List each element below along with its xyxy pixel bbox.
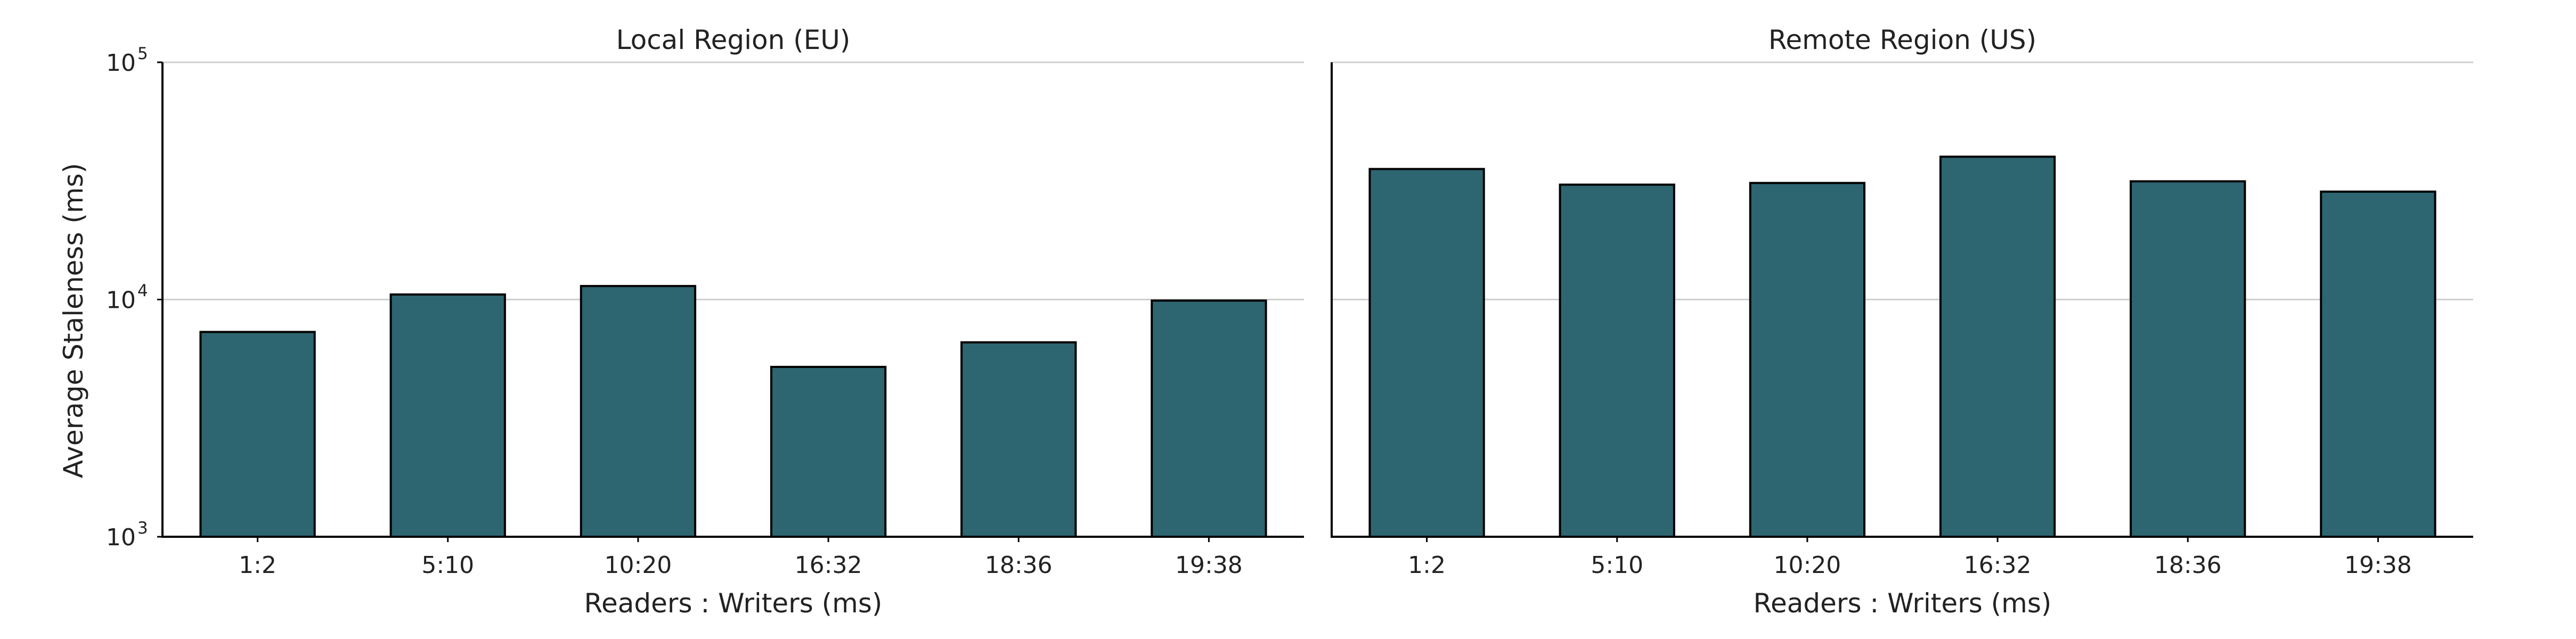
bar [1151,299,1267,538]
panel-title: Local Region (EU) [616,24,851,55]
x-tick-label: 1:2 [1408,552,1446,579]
x-tick-label: 1:2 [239,552,276,579]
bar [199,331,316,538]
y-tick-exponent: 3 [137,519,148,538]
x-tick-label: 19:38 [1175,552,1243,579]
bar [2130,180,2246,538]
panel-local-region: 1:2 5:10 10:20 16:32 18:36 19:38 Local Region … [106,24,1304,619]
y-tick-base: 10 [106,50,136,77]
x-tick-label: 19:38 [2344,552,2412,579]
y-tick-exponent: 4 [137,282,148,301]
y-tick-exponent: 5 [137,44,148,63]
x-tick-label: 10:20 [1774,552,1841,579]
x-tick-label: 18:36 [985,552,1053,579]
bar [580,285,697,538]
bar [960,341,1077,538]
y-tick-label: 10 5 [106,44,148,77]
y-tick-label: 10 3 [106,519,148,551]
panel-title: Remote Region (US) [1768,24,2036,55]
y-tick-label: 10 4 [106,282,148,314]
panel-remote-region: 1:2 5:10 10:20 16:32 18:36 19:38 Remote Region… [1331,24,2473,619]
x-axis-label: Readers : Writers (ms) [584,588,883,619]
x-tick-label: 16:32 [1964,552,2032,579]
bar [389,293,506,538]
x-tick-label: 5:10 [1591,552,1643,579]
x-tick-label: 5:10 [421,552,474,579]
bar [1939,155,2056,538]
x-axis-label: Readers : Writers (ms) [1754,588,2052,619]
bar [1559,183,1675,538]
bar [1368,168,1485,538]
x-tick-label: 16:32 [795,552,862,579]
y-tick-base: 10 [106,287,136,314]
bar [1749,182,1866,538]
x-tick-label: 10:20 [605,552,672,579]
bar [2320,190,2436,538]
bar [770,366,887,538]
y-tick-base: 10 [106,524,136,551]
y-axis-label: Average Staleness (ms) [58,163,89,478]
x-tick-label: 18:36 [2154,552,2222,579]
